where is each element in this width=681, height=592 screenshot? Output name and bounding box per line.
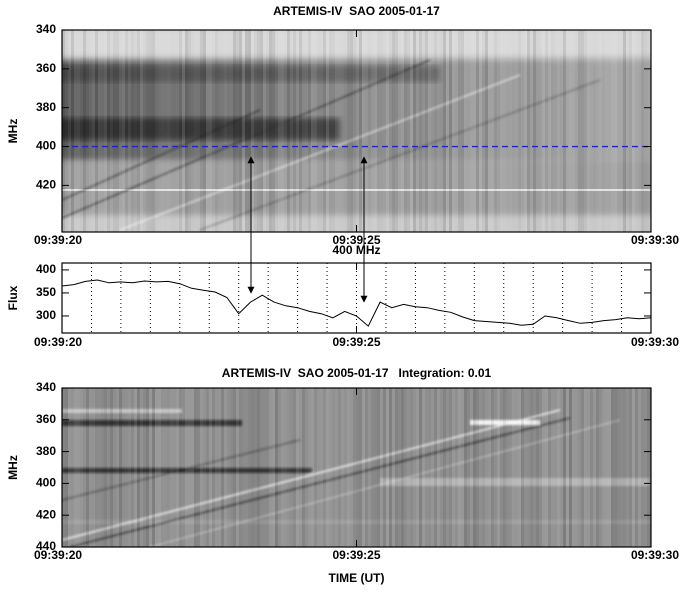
x-axis-label: TIME (UT): [329, 571, 385, 585]
spectrogram-image: [62, 30, 651, 232]
x-tick-label: 09:39:25: [332, 548, 380, 562]
flux-line: [61, 279, 652, 327]
y-tick-label: 350: [36, 285, 56, 299]
y-tick-label: 360: [36, 61, 56, 75]
y-tick-label: 300: [36, 308, 56, 322]
plot-frame: [61, 262, 652, 334]
y-tick-label: 400: [36, 139, 56, 153]
y-axis-label: Flux: [6, 285, 20, 310]
y-tick-label: 340: [36, 380, 56, 394]
spectrogram-image: [62, 388, 651, 547]
y-tick-label: 420: [36, 178, 56, 192]
x-tick-label: 09:39:20: [34, 233, 82, 247]
y-tick-label: 440: [36, 539, 56, 553]
x-tick-label: 09:39:30: [631, 233, 679, 247]
y-axis-label: MHz: [6, 119, 20, 144]
x-tick-label: 09:39:30: [631, 548, 679, 562]
x-tick-label: 09:39:20: [34, 548, 82, 562]
y-tick-label: 400: [36, 476, 56, 490]
chart-title: ARTEMIS-IV SAO 2005-01-17 Integration: 0…: [222, 366, 492, 380]
chart-title: ARTEMIS-IV SAO 2005-01-17: [273, 4, 440, 18]
y-tick-label: 380: [36, 444, 56, 458]
y-tick-label: 400: [36, 262, 56, 276]
y-tick-label: 420: [36, 507, 56, 521]
x-tick-label: 09:39:25: [332, 233, 380, 247]
plot-frame: [61, 29, 652, 233]
x-tick-label: 09:39:25: [332, 335, 380, 349]
y-tick-label: 360: [36, 412, 56, 426]
y-tick-label: 380: [36, 100, 56, 114]
chart-title: 400 MHz: [332, 243, 380, 257]
y-tick-label: 340: [36, 22, 56, 36]
x-tick-label: 09:39:20: [34, 335, 82, 349]
plot-frame: [61, 387, 652, 548]
x-tick-label: 09:39:30: [631, 335, 679, 349]
y-axis-label: MHz: [6, 455, 20, 480]
